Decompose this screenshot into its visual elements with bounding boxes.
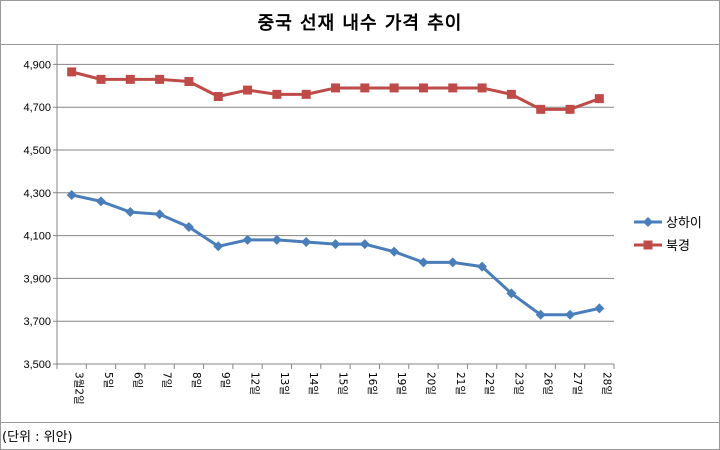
x-tick-label: 7일 <box>161 372 174 388</box>
x-tick-label: 20일 <box>424 372 437 395</box>
x-tick-label: 15일 <box>337 372 350 395</box>
data-point-marker <box>155 74 165 84</box>
data-point-marker <box>594 94 604 104</box>
series <box>66 67 605 320</box>
data-point-marker <box>389 246 400 257</box>
y-tick-label: 4,900 <box>23 59 51 71</box>
x-tick-label: 5일 <box>102 372 115 388</box>
series-line <box>71 193 600 317</box>
x-tick-label: 9일 <box>219 372 232 388</box>
data-point-marker <box>506 89 516 99</box>
x-tick-label: 14일 <box>307 372 320 395</box>
data-point-marker <box>359 239 370 250</box>
data-point-marker <box>213 241 224 252</box>
y-tick-label: 3,700 <box>23 316 51 328</box>
data-point-marker <box>477 83 487 93</box>
data-point-marker <box>594 303 605 314</box>
data-point-marker <box>301 237 312 248</box>
data-point-marker <box>330 239 341 250</box>
data-point-marker <box>96 74 106 84</box>
data-point-marker <box>565 104 575 114</box>
x-tick-label: 12일 <box>249 372 262 395</box>
x-tick-label: 26일 <box>542 372 555 395</box>
title-divider <box>0 44 720 45</box>
chart-title: 중국 선재 내수 가격 추이 <box>257 13 463 34</box>
y-tick-label: 3,900 <box>23 273 51 285</box>
x-tick-label: 13일 <box>278 372 291 395</box>
x-tick-label: 16일 <box>366 372 379 395</box>
legend-label: 북경 <box>666 239 690 254</box>
gridlines <box>53 63 614 365</box>
data-point-marker <box>506 288 517 299</box>
data-point-marker <box>242 234 253 245</box>
x-tick-label: 6일 <box>131 372 144 388</box>
data-point-marker <box>477 261 488 272</box>
data-point-marker <box>125 207 136 218</box>
data-point-marker <box>95 196 106 207</box>
x-tick-label: 19일 <box>395 372 408 395</box>
y-tick-label: 3,500 <box>23 359 51 371</box>
footer-divider <box>0 422 720 423</box>
data-point-marker <box>565 309 576 320</box>
x-tick-label: 3월2일 <box>73 372 86 405</box>
axes <box>56 45 615 369</box>
data-point-marker <box>301 89 311 99</box>
data-point-marker <box>447 257 458 268</box>
y-tick-label: 4,700 <box>23 102 51 114</box>
data-point-marker <box>67 67 77 77</box>
data-point-marker <box>66 189 77 200</box>
data-point-marker <box>272 89 282 99</box>
x-tick-label: 22일 <box>483 372 496 395</box>
data-point-marker <box>389 83 399 93</box>
x-tick-label: 28일 <box>600 372 613 395</box>
data-point-marker <box>271 234 282 245</box>
tick-labels: 3,500 3,700 3,900 4,100 4,300 4,500 4,700 4,900… <box>23 59 613 404</box>
unit-note: (단위 : 위안) <box>2 430 73 445</box>
data-point-marker <box>360 83 370 93</box>
data-point-marker <box>331 83 340 93</box>
data-point-marker <box>154 209 165 220</box>
data-point-marker <box>535 309 546 320</box>
data-point-marker <box>184 77 194 87</box>
x-tick-label: 23일 <box>512 372 525 395</box>
data-point-marker <box>213 92 223 101</box>
y-tick-label: 4,500 <box>23 145 51 157</box>
legend-label: 상하이 <box>666 216 702 231</box>
data-point-marker <box>418 83 428 93</box>
legend-swatch-marker <box>643 240 653 250</box>
line-chart: 3,500 3,700 3,900 4,100 4,300 4,500 4,700 4,900… <box>23 45 702 405</box>
x-tick-label: 8일 <box>190 372 203 388</box>
data-point-marker <box>183 222 194 233</box>
data-point-marker <box>448 83 458 93</box>
y-tick-label: 4,100 <box>23 231 51 243</box>
data-point-marker <box>536 104 546 114</box>
data-point-marker <box>418 257 429 268</box>
data-point-marker <box>125 74 135 84</box>
x-tick-label: 27일 <box>571 372 584 395</box>
x-tick-label: 21일 <box>454 372 467 395</box>
data-point-marker <box>243 85 253 95</box>
legend-swatch-marker <box>643 217 653 227</box>
y-tick-label: 4,300 <box>23 188 51 200</box>
